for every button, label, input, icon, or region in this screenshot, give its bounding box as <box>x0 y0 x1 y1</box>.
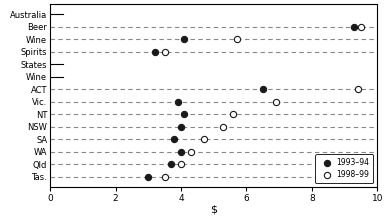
Legend: 1993–94, 1998–99: 1993–94, 1998–99 <box>315 154 373 183</box>
X-axis label: $: $ <box>210 204 217 214</box>
